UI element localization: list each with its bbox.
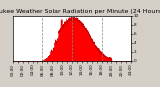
Title: Milwaukee Weather Solar Radiation per Minute (24 Hours): Milwaukee Weather Solar Radiation per Mi… (0, 9, 160, 14)
